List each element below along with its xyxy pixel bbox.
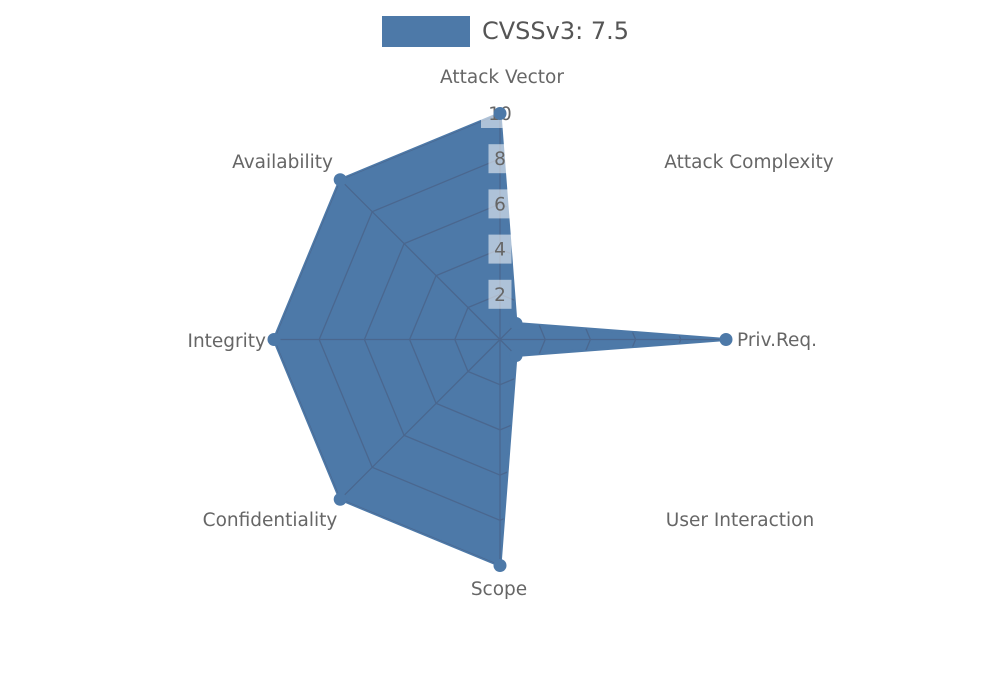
data-point-scope	[493, 559, 507, 572]
legend-swatch	[382, 16, 470, 47]
axis-label-user-interaction: User Interaction	[666, 510, 814, 531]
grid-spoke-confidentiality	[339, 339, 501, 500]
legend-label: CVSSv3: 7.5	[482, 17, 629, 45]
axis-label-integrity: Integrity	[187, 331, 266, 352]
legend: CVSSv3: 7.5	[382, 16, 629, 47]
data-point-integrity	[267, 333, 281, 346]
axis-label-confidentiality: Confidentiality	[203, 510, 338, 531]
grid-spoke-attack-complexity	[499, 179, 661, 340]
tick-label-4: 4	[494, 240, 506, 261]
grid-spoke-user-interaction	[499, 339, 661, 500]
axis-labels: Attack Vector Attack Complexity Priv.Req. U…	[187, 67, 833, 600]
axis-label-scope: Scope	[471, 579, 527, 600]
axis-label-attack-complexity: Attack Complexity	[664, 152, 833, 173]
tick-label-6: 6	[494, 194, 506, 215]
data-point-priv-req	[719, 333, 733, 346]
tick-label-2: 2	[494, 285, 506, 306]
data-point-confidentiality	[333, 492, 347, 506]
radial-tick-labels: 246810	[481, 99, 519, 309]
data-point-availability	[333, 173, 347, 187]
axis-label-availability: Availability	[232, 152, 333, 173]
tick-box-8	[488, 144, 512, 174]
tick-box-6	[488, 189, 512, 219]
data-point-user-interaction	[509, 349, 523, 362]
grid-spoke-availability	[339, 179, 501, 340]
tick-label-8: 8	[494, 149, 506, 170]
axis-label-priv-req: Priv.Req.	[737, 330, 817, 351]
tick-box-2	[488, 279, 512, 309]
vertex-dots	[267, 107, 733, 572]
axis-label-attack-vector: Attack Vector	[440, 67, 564, 88]
data-point-attack-vector	[493, 107, 507, 120]
data-point-attack-complexity	[509, 317, 523, 330]
tick-box-4	[488, 234, 512, 264]
